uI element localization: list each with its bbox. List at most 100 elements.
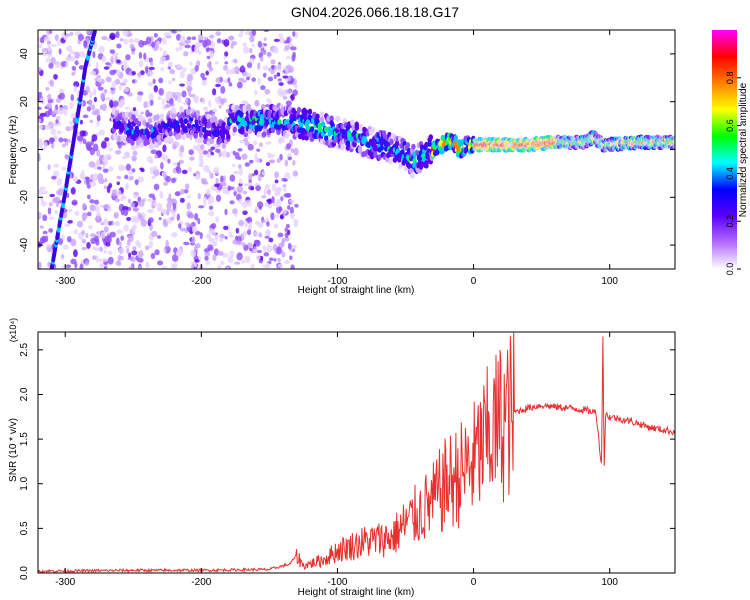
heatmap-cell bbox=[56, 178, 63, 186]
heatmap-cell bbox=[270, 70, 275, 75]
heatmap-cell bbox=[210, 230, 217, 236]
heatmap-cell bbox=[41, 235, 47, 244]
heatmap-cell bbox=[137, 257, 144, 263]
heatmap-cell bbox=[123, 224, 129, 232]
heatmap-cell bbox=[305, 119, 310, 126]
heatmap-cell bbox=[389, 138, 394, 145]
heatmap-cell bbox=[133, 206, 139, 213]
heatmap-cell bbox=[293, 147, 299, 156]
heatmap-cell bbox=[261, 171, 266, 176]
heatmap-cell bbox=[268, 237, 274, 243]
heatmap-cell bbox=[103, 185, 108, 189]
heatmap-cell bbox=[202, 165, 210, 172]
heatmap-cell bbox=[250, 186, 255, 191]
heatmap-cell bbox=[79, 263, 84, 269]
heatmap-cell bbox=[46, 244, 53, 248]
heatmap-cell bbox=[93, 96, 98, 103]
heatmap-cell bbox=[49, 79, 55, 87]
heatmap-cell bbox=[181, 90, 187, 98]
heatmap-cell bbox=[208, 121, 214, 128]
heatmap-cell bbox=[116, 237, 120, 246]
heatmap-cell bbox=[178, 222, 182, 229]
heatmap-cell bbox=[120, 235, 125, 241]
heatmap-cell bbox=[186, 36, 192, 41]
heatmap-cell bbox=[104, 265, 108, 269]
heatmap-cell bbox=[277, 232, 284, 238]
heatmap-cell bbox=[49, 193, 56, 198]
heatmap-cell bbox=[417, 155, 423, 162]
heatmap-cell bbox=[103, 204, 110, 210]
heatmap-cell bbox=[285, 223, 290, 229]
heatmap-cell bbox=[170, 177, 176, 184]
heatmap-cell bbox=[123, 38, 128, 45]
heatmap-cell bbox=[168, 80, 172, 84]
heatmap-cell bbox=[88, 225, 93, 230]
heatmap-cell bbox=[153, 85, 158, 93]
heatmap-cell bbox=[251, 43, 255, 48]
heatmap-cell bbox=[265, 162, 271, 167]
heatmap-cell bbox=[327, 126, 332, 133]
heatmap-cell bbox=[218, 151, 222, 158]
heatmap-cell bbox=[267, 204, 273, 209]
heatmap-cell bbox=[130, 256, 136, 263]
heatmap-cell bbox=[100, 140, 107, 149]
heatmap-cell bbox=[271, 196, 275, 204]
heatmap-cell bbox=[87, 146, 93, 152]
heatmap-cell bbox=[264, 88, 271, 95]
heatmap-cell bbox=[91, 104, 96, 111]
heatmap-cell bbox=[97, 166, 102, 170]
heatmap-cell bbox=[400, 149, 405, 156]
heatmap-cell bbox=[324, 126, 329, 133]
heatmap-cell bbox=[229, 250, 235, 257]
heatmap-cell bbox=[123, 58, 127, 66]
heatmap-cell bbox=[224, 208, 228, 216]
heatmap-cell bbox=[153, 165, 158, 171]
heatmap-cell bbox=[255, 255, 261, 261]
heatmap-cell bbox=[207, 169, 212, 175]
heatmap-cell bbox=[79, 51, 86, 58]
heatmap-cell bbox=[111, 81, 117, 89]
heatmap-cell bbox=[233, 187, 237, 192]
heatmap-cell bbox=[123, 209, 129, 216]
snr-x-tick-label: -100 bbox=[327, 577, 347, 588]
heatmap-y-tick-label: -40 bbox=[19, 237, 30, 252]
heatmap-cell bbox=[169, 98, 174, 105]
heatmap-cell bbox=[307, 108, 313, 115]
heatmap-cell bbox=[175, 250, 183, 257]
heatmap-cell bbox=[130, 202, 136, 208]
heatmap-cell bbox=[91, 110, 99, 116]
heatmap-cell bbox=[119, 38, 124, 42]
heatmap-cell bbox=[95, 215, 101, 223]
heatmap-cell bbox=[267, 109, 272, 116]
heatmap-cell bbox=[147, 81, 154, 87]
heatmap-cell bbox=[219, 260, 225, 265]
heatmap-cell bbox=[51, 110, 56, 116]
heatmap-cell bbox=[46, 102, 52, 109]
heatmap-cell bbox=[215, 31, 222, 36]
heatmap-cell bbox=[278, 36, 285, 44]
heatmap-cell bbox=[66, 208, 73, 213]
heatmap-cell bbox=[202, 150, 209, 155]
heatmap-cell bbox=[98, 246, 104, 252]
heatmap-cell bbox=[289, 199, 295, 204]
heatmap-cell bbox=[294, 84, 298, 89]
heatmap-cell bbox=[96, 247, 100, 251]
heatmap-cell bbox=[201, 181, 209, 185]
heatmap-cell bbox=[238, 168, 243, 176]
heatmap-cell bbox=[70, 94, 75, 101]
heatmap-cell bbox=[265, 262, 270, 269]
heatmap-cell bbox=[38, 118, 42, 123]
heatmap-cell bbox=[143, 101, 149, 109]
heatmap-cell bbox=[96, 119, 100, 128]
heatmap-cell bbox=[147, 117, 153, 124]
heatmap-cell bbox=[263, 252, 270, 257]
heatmap-cell bbox=[218, 104, 222, 109]
heatmap-cell bbox=[126, 239, 131, 246]
heatmap-cell bbox=[204, 255, 209, 261]
heatmap-cell bbox=[86, 30, 91, 35]
heatmap-cell bbox=[114, 220, 120, 225]
heatmap-cell bbox=[234, 152, 240, 160]
heatmap-cell bbox=[249, 159, 254, 163]
heatmap-cell bbox=[189, 61, 193, 66]
heatmap-cell bbox=[89, 180, 97, 187]
